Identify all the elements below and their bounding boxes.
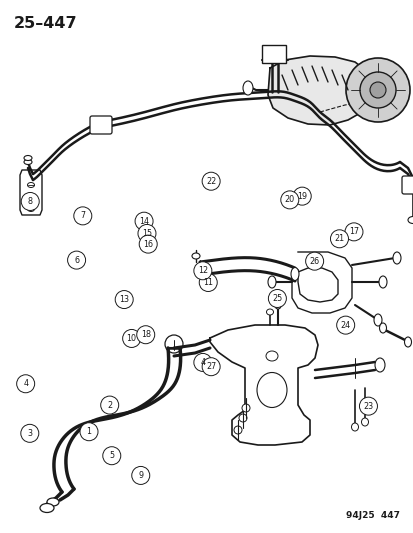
- FancyBboxPatch shape: [90, 116, 112, 134]
- FancyBboxPatch shape: [401, 176, 413, 194]
- Circle shape: [336, 316, 354, 334]
- Ellipse shape: [290, 268, 298, 280]
- Text: 17: 17: [348, 228, 358, 236]
- Circle shape: [199, 273, 217, 292]
- Circle shape: [67, 251, 85, 269]
- Circle shape: [344, 223, 362, 241]
- Ellipse shape: [47, 498, 59, 506]
- Circle shape: [268, 289, 286, 308]
- Circle shape: [80, 423, 98, 441]
- Circle shape: [305, 252, 323, 270]
- Circle shape: [102, 447, 121, 465]
- Circle shape: [17, 375, 35, 393]
- Ellipse shape: [233, 426, 242, 434]
- Text: 19: 19: [297, 192, 306, 200]
- Ellipse shape: [404, 337, 411, 347]
- Circle shape: [202, 358, 220, 376]
- Ellipse shape: [238, 414, 247, 422]
- Circle shape: [100, 396, 119, 414]
- Circle shape: [21, 192, 39, 211]
- Text: 2: 2: [107, 401, 112, 409]
- Text: 14: 14: [139, 217, 149, 225]
- Circle shape: [21, 424, 39, 442]
- Text: 25–447: 25–447: [14, 16, 78, 31]
- Circle shape: [74, 207, 92, 225]
- Text: 22: 22: [206, 177, 216, 185]
- Ellipse shape: [242, 81, 252, 95]
- Text: 12: 12: [197, 266, 207, 275]
- Text: 4: 4: [200, 358, 205, 367]
- Text: 13: 13: [119, 295, 129, 304]
- Text: 5: 5: [109, 451, 114, 460]
- Circle shape: [330, 230, 348, 248]
- FancyBboxPatch shape: [261, 45, 285, 63]
- Text: 10: 10: [126, 334, 136, 343]
- Ellipse shape: [351, 423, 358, 431]
- Ellipse shape: [392, 252, 400, 264]
- Circle shape: [359, 72, 395, 108]
- Text: 94J25  447: 94J25 447: [345, 511, 399, 520]
- Circle shape: [193, 262, 211, 280]
- Text: 6: 6: [74, 256, 79, 264]
- Circle shape: [280, 191, 298, 209]
- Text: 1: 1: [86, 427, 91, 436]
- Text: 26: 26: [309, 257, 319, 265]
- Text: 23: 23: [363, 402, 373, 410]
- Text: 7: 7: [80, 212, 85, 220]
- Circle shape: [115, 290, 133, 309]
- Polygon shape: [209, 325, 317, 445]
- Circle shape: [138, 224, 156, 243]
- Text: 16: 16: [143, 240, 153, 248]
- Circle shape: [135, 212, 153, 230]
- Text: 9: 9: [138, 471, 143, 480]
- Text: 20: 20: [284, 196, 294, 204]
- Ellipse shape: [24, 156, 32, 160]
- Text: 21: 21: [334, 235, 344, 243]
- Ellipse shape: [267, 276, 275, 288]
- Ellipse shape: [24, 159, 32, 165]
- Ellipse shape: [373, 314, 381, 326]
- Circle shape: [358, 397, 377, 415]
- Circle shape: [202, 172, 220, 190]
- Polygon shape: [267, 56, 371, 125]
- Circle shape: [131, 466, 150, 484]
- Text: 11: 11: [203, 278, 213, 287]
- Ellipse shape: [379, 323, 386, 333]
- Circle shape: [136, 326, 154, 344]
- Circle shape: [292, 187, 311, 205]
- Circle shape: [193, 353, 211, 372]
- Ellipse shape: [242, 404, 249, 412]
- Ellipse shape: [266, 309, 273, 315]
- Text: 4: 4: [23, 379, 28, 388]
- Ellipse shape: [374, 358, 384, 372]
- Circle shape: [345, 58, 409, 122]
- Ellipse shape: [407, 216, 413, 223]
- Text: 15: 15: [142, 229, 152, 238]
- Text: 25: 25: [272, 294, 282, 303]
- Ellipse shape: [378, 276, 386, 288]
- Text: 3: 3: [27, 429, 32, 438]
- Text: 27: 27: [206, 362, 216, 371]
- Ellipse shape: [192, 253, 199, 259]
- Text: 18: 18: [140, 330, 150, 339]
- Circle shape: [139, 235, 157, 253]
- Ellipse shape: [40, 504, 54, 513]
- Ellipse shape: [361, 418, 368, 426]
- Text: 8: 8: [28, 197, 33, 206]
- Text: 24: 24: [340, 321, 350, 329]
- Circle shape: [369, 82, 385, 98]
- Circle shape: [122, 329, 140, 348]
- Ellipse shape: [274, 299, 281, 309]
